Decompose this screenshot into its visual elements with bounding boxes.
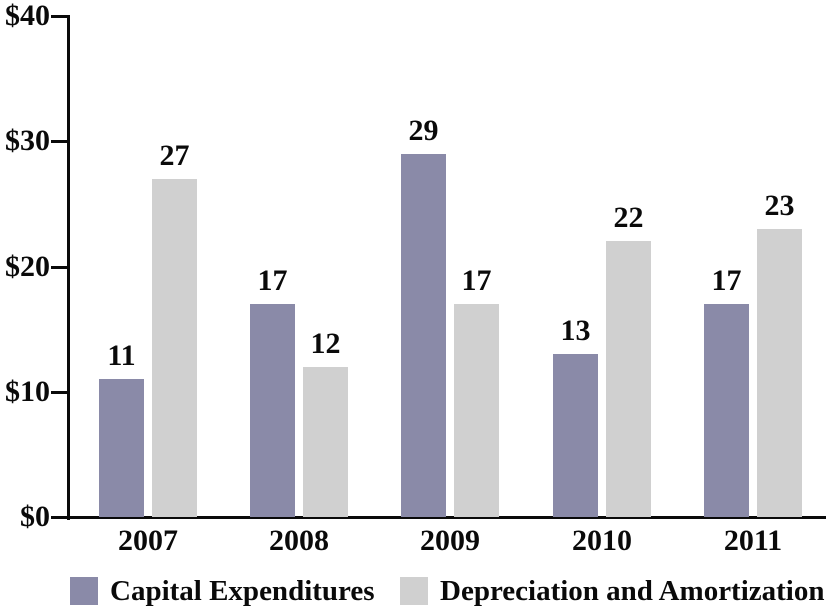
- value-label-capital-expenditures-2009: 29: [408, 114, 439, 147]
- x-axis-label-2010: 2010: [572, 524, 632, 557]
- value-label-depreciation-and-amortization-2011: 23: [764, 189, 795, 222]
- y-axis-tick-10: [51, 391, 67, 394]
- y-axis-label-0: $0: [20, 500, 50, 533]
- value-label-depreciation-and-amortization-2007: 27: [159, 139, 190, 172]
- y-axis-tick-30: [51, 140, 67, 143]
- legend-label-capital-expenditures: Capital Expenditures: [110, 575, 375, 607]
- x-axis-line: [67, 516, 826, 519]
- bar-capital-expenditures-2010: [553, 354, 598, 517]
- value-label-capital-expenditures-2011: 17: [711, 264, 742, 297]
- value-label-capital-expenditures-2010: 13: [560, 314, 591, 347]
- bar-capital-expenditures-2009: [401, 154, 446, 517]
- y-axis-tick-0: [51, 516, 67, 519]
- y-axis-tick-20: [51, 266, 67, 269]
- y-axis-label-10: $10: [5, 375, 50, 408]
- x-axis-label-2011: 2011: [723, 524, 783, 557]
- x-axis-label-2007: 2007: [118, 524, 178, 557]
- y-axis-label-20: $20: [5, 250, 50, 283]
- value-label-depreciation-and-amortization-2010: 22: [613, 201, 644, 234]
- value-label-depreciation-and-amortization-2008: 12: [310, 327, 341, 360]
- y-axis-label-30: $30: [5, 124, 50, 157]
- value-label-capital-expenditures-2007: 11: [107, 339, 136, 372]
- legend-label-depreciation-and-amortization: Depreciation and Amortization: [440, 575, 825, 607]
- y-axis-line: [67, 15, 70, 520]
- bar-capital-expenditures-2011: [704, 304, 749, 517]
- bar-capital-expenditures-2008: [250, 304, 295, 517]
- bar-depreciation-and-amortization-2010: [606, 241, 651, 517]
- bar-depreciation-and-amortization-2009: [454, 304, 499, 517]
- legend-swatch-capital-expenditures: [70, 577, 98, 605]
- bar-depreciation-and-amortization-2008: [303, 367, 348, 517]
- y-axis-tick-40: [51, 15, 67, 18]
- y-axis-label-40: $40: [5, 0, 50, 32]
- x-axis-label-2009: 2009: [420, 524, 480, 557]
- value-label-capital-expenditures-2008: 17: [257, 264, 288, 297]
- bar-depreciation-and-amortization-2007: [152, 179, 197, 517]
- bar-capital-expenditures-2007: [99, 379, 144, 517]
- legend-swatch-depreciation-and-amortization: [400, 577, 428, 605]
- x-axis-label-2008: 2008: [269, 524, 329, 557]
- value-label-depreciation-and-amortization-2009: 17: [461, 264, 492, 297]
- bar-depreciation-and-amortization-2011: [757, 229, 802, 517]
